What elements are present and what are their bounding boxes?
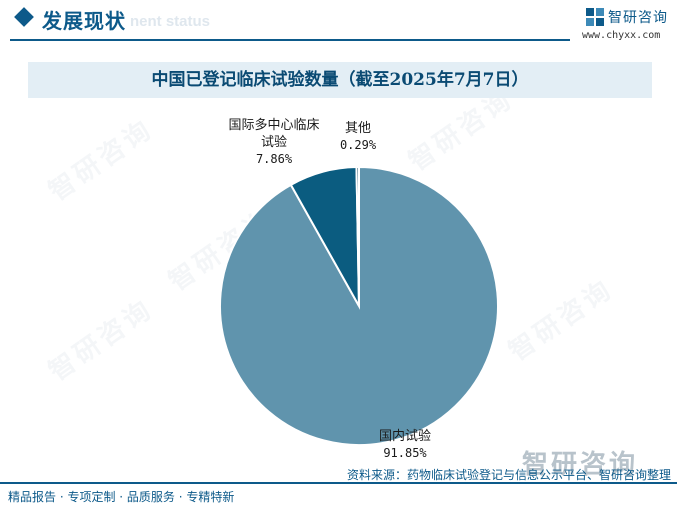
slice-label: 其他 0.29% [330,120,386,154]
footer-tagline: 精品报告 · 专项定制 · 品质服务 · 专精特新 [8,490,235,504]
pie-slice [355,165,360,307]
brand-name: 智研咨询 [608,10,668,26]
slice-label-text: 国际多中心临床 [228,118,320,133]
watermark-logo: 智研咨询 [522,450,639,480]
section-header: 发展现状 nent status 智研咨询 www.chyxx.com [0,0,677,44]
slice-label: 国际多中心临床 试验 7.86% [215,117,333,168]
slice-label-text: 试验 [260,135,287,150]
header-divider [10,39,570,41]
slice-label: 国内试验 91.85% [360,428,450,462]
section-title: 发展现状 [42,9,126,33]
slice-label-text: 其他 [344,121,371,136]
data-source: 资料来源：药物临床试验登记与信息公示平台、智研咨询整理 [346,468,671,482]
slice-value: 7.86% [255,152,293,166]
brand-url: www.chyxx.com [582,30,661,41]
slice-label-text: 国内试验 [378,429,431,444]
section-subtitle: nent status [130,13,211,30]
chart-title: 中国已登记临床试验数量（截至2025年7月7日） [151,70,529,90]
slice-value: 0.29% [339,138,377,152]
slice-value: 91.85% [383,446,427,460]
chart-title-band: 中国已登记临床试验数量（截至2025年7月7日） [28,62,652,98]
brand-logo-icon [586,8,604,26]
footer-divider [0,482,677,484]
